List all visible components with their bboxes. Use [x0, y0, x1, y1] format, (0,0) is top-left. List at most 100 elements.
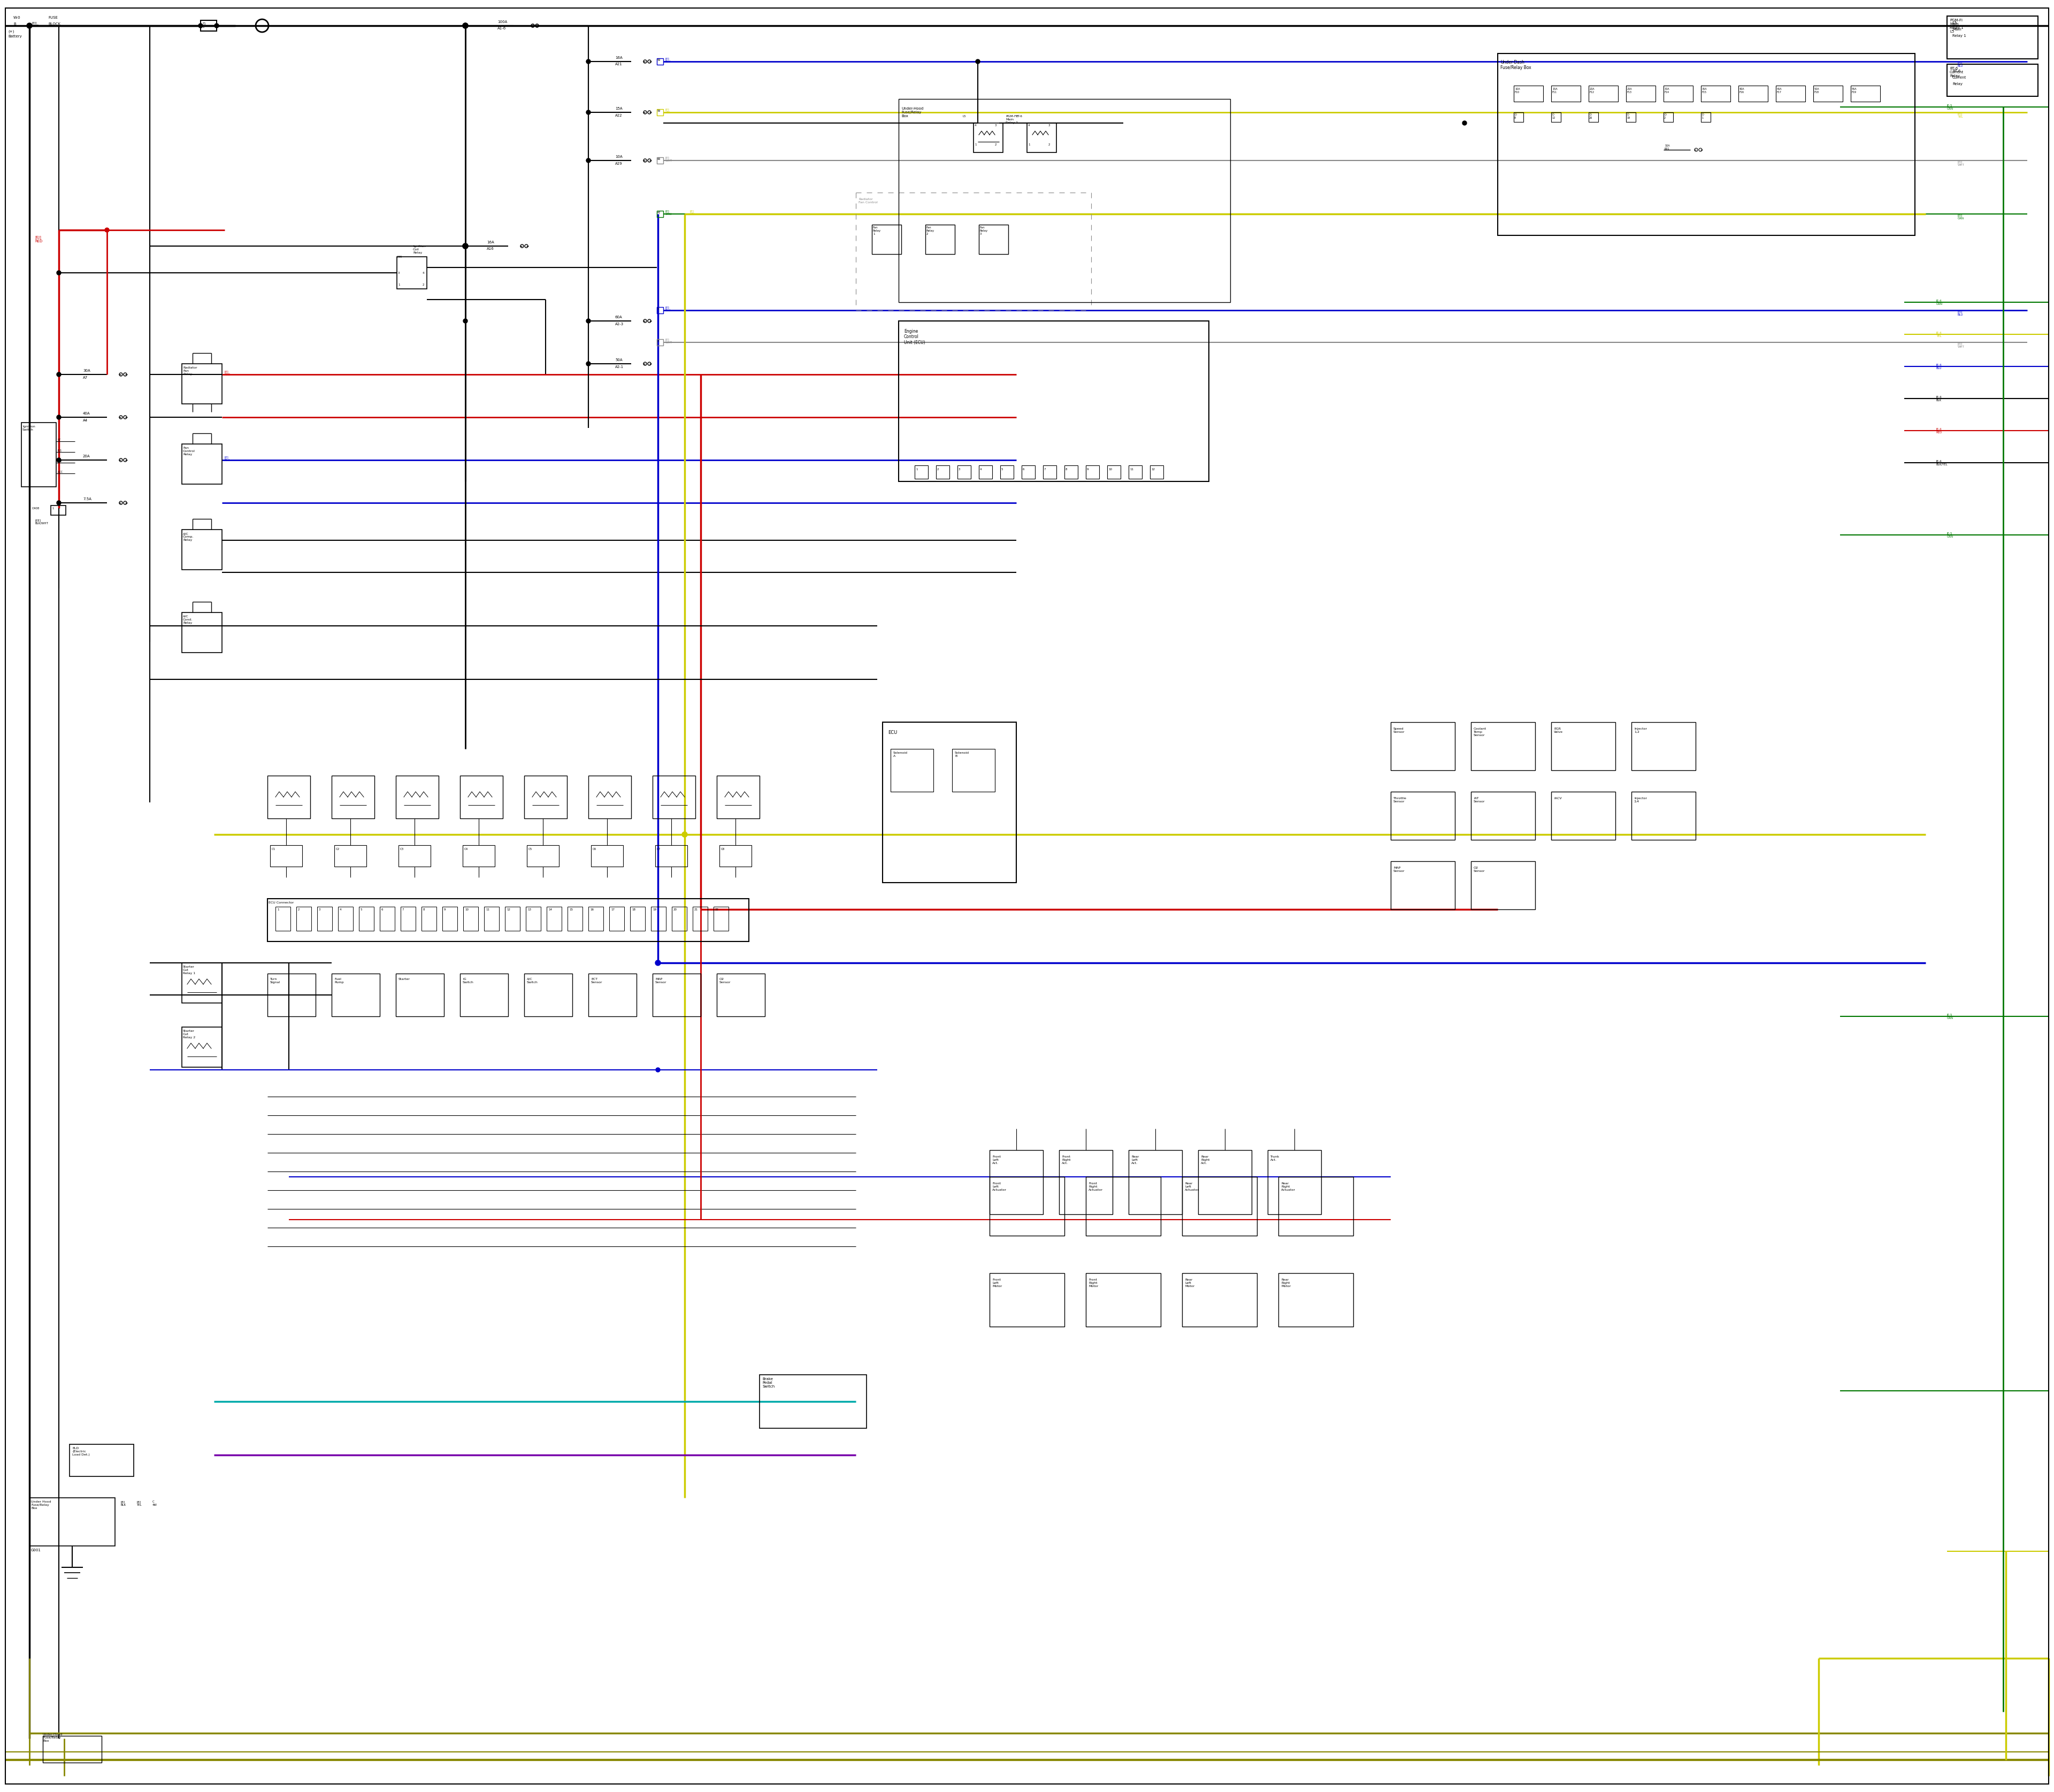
Bar — [974, 124, 1002, 152]
Bar — [460, 973, 507, 1016]
Bar — [1588, 86, 1619, 102]
Text: D
12: D 12 — [1551, 113, 1555, 120]
Bar — [464, 907, 479, 930]
Bar — [1551, 722, 1614, 771]
Text: [EI]
WHT: [EI] WHT — [1957, 161, 1964, 167]
Text: 50A: 50A — [614, 358, 622, 362]
Text: Rear
Left
Motor: Rear Left Motor — [1185, 1278, 1195, 1287]
Bar — [331, 973, 380, 1016]
Bar — [1471, 722, 1534, 771]
Text: Radiator
Fan Control: Radiator Fan Control — [859, 197, 877, 204]
Text: A16: A16 — [487, 247, 495, 251]
Text: PGM-FI
Main
Relay 1
L5: PGM-FI Main Relay 1 L5 — [1949, 18, 1964, 34]
Circle shape — [27, 23, 33, 29]
Bar — [719, 846, 752, 867]
Bar — [460, 776, 503, 819]
Text: Battery: Battery — [8, 34, 23, 38]
Circle shape — [585, 362, 592, 366]
Circle shape — [585, 59, 592, 65]
Bar — [1064, 466, 1078, 478]
Text: FUSE: FUSE — [47, 16, 58, 20]
Text: 30A
F14: 30A F14 — [1664, 88, 1670, 93]
Text: IE-4
GRN: IE-4 GRN — [1937, 299, 1943, 305]
Bar — [51, 505, 66, 514]
Text: Solenoid
B: Solenoid B — [955, 751, 969, 758]
Text: C2: C2 — [337, 848, 339, 851]
Text: C408: C408 — [33, 507, 39, 509]
Bar — [442, 907, 458, 930]
Bar — [1497, 54, 1914, 235]
Text: 10A
F10: 10A F10 — [1516, 88, 1520, 93]
Text: 35A
F15: 35A F15 — [1703, 88, 1707, 93]
Bar — [275, 907, 290, 930]
Bar — [1631, 792, 1697, 840]
Bar — [1551, 86, 1582, 102]
Circle shape — [1462, 120, 1467, 125]
Text: [EI]
WHT: [EI] WHT — [33, 22, 39, 27]
Text: Fan
Relay
2: Fan Relay 2 — [926, 226, 935, 235]
Text: Front
Left
Actuator: Front Left Actuator — [992, 1183, 1006, 1192]
Text: Fan
Relay
1: Fan Relay 1 — [873, 226, 881, 235]
Text: [EI]
BLU: [EI] BLU — [1957, 310, 1964, 315]
Text: D
19: D 19 — [1627, 113, 1631, 120]
Bar — [267, 973, 316, 1016]
Text: Ignition
Coil
Relay: Ignition Coil Relay — [413, 246, 425, 254]
Bar — [653, 973, 700, 1016]
Circle shape — [976, 59, 980, 65]
Bar — [524, 776, 567, 819]
Text: 13: 13 — [528, 909, 532, 910]
Text: 18: 18 — [633, 909, 635, 910]
Text: Fan
Control
Relay: Fan Control Relay — [183, 446, 195, 455]
Bar — [1588, 113, 1598, 122]
Text: 15: 15 — [569, 909, 573, 910]
Bar — [980, 224, 1009, 254]
Text: A22: A22 — [614, 115, 622, 116]
Text: A/C
Comp.
Relay: A/C Comp. Relay — [183, 532, 193, 541]
Text: Rear
Left
Actuator: Rear Left Actuator — [1185, 1183, 1200, 1192]
Text: ECT
Sensor: ECT Sensor — [592, 978, 602, 984]
Text: Speed
Sensor: Speed Sensor — [1393, 728, 1405, 733]
Bar — [1947, 16, 2038, 59]
Text: Fan
Relay
3: Fan Relay 3 — [980, 226, 988, 235]
Bar — [1183, 1177, 1257, 1236]
Text: 55A
F19: 55A F19 — [1853, 88, 1857, 93]
Text: 40A: 40A — [82, 412, 90, 416]
Bar — [267, 898, 750, 941]
Bar — [657, 158, 663, 163]
Bar — [1087, 466, 1099, 478]
Text: A7: A7 — [82, 376, 88, 380]
Bar — [183, 444, 222, 484]
Text: MAP
Sensor: MAP Sensor — [655, 978, 668, 984]
Text: Brake
Pedal
Switch: Brake Pedal Switch — [762, 1378, 774, 1389]
Circle shape — [58, 373, 62, 376]
Text: [E]
GRN: [E] GRN — [665, 210, 672, 215]
Text: BT-6
Current
Relay: BT-6 Current Relay — [1949, 66, 1964, 77]
Text: 60A: 60A — [614, 315, 622, 319]
Text: Under-Hood
Fuse/Relay
Box: Under-Hood Fuse/Relay Box — [902, 108, 924, 118]
Bar — [1627, 86, 1656, 102]
Text: G001: G001 — [31, 1548, 41, 1552]
Circle shape — [462, 244, 468, 249]
Text: [EI]
WHT: [EI] WHT — [1957, 342, 1964, 348]
Circle shape — [214, 23, 220, 29]
Text: IE-4
BLK/YEL: IE-4 BLK/YEL — [1937, 461, 1947, 466]
Bar — [335, 846, 366, 867]
Circle shape — [462, 23, 468, 29]
Bar — [1087, 1177, 1161, 1236]
Bar — [546, 907, 561, 930]
Bar — [1391, 792, 1454, 840]
Circle shape — [682, 831, 688, 837]
Bar — [990, 1272, 1064, 1326]
Text: 10A: 10A — [614, 156, 622, 158]
Bar — [1278, 1177, 1354, 1236]
Text: ACC: ACC — [58, 471, 64, 473]
Text: (+): (+) — [8, 29, 14, 32]
Text: Front
Right
Actuator: Front Right Actuator — [1089, 1183, 1103, 1192]
Text: Main: Main — [1953, 29, 1962, 30]
Text: 21: 21 — [694, 909, 698, 910]
Text: BT-6: BT-6 — [1953, 70, 1962, 73]
Text: L5: L5 — [963, 115, 965, 118]
Bar — [1738, 86, 1768, 102]
Text: 10A
B31: 10A B31 — [1664, 145, 1670, 151]
Text: Throttle
Sensor: Throttle Sensor — [1393, 797, 1407, 803]
